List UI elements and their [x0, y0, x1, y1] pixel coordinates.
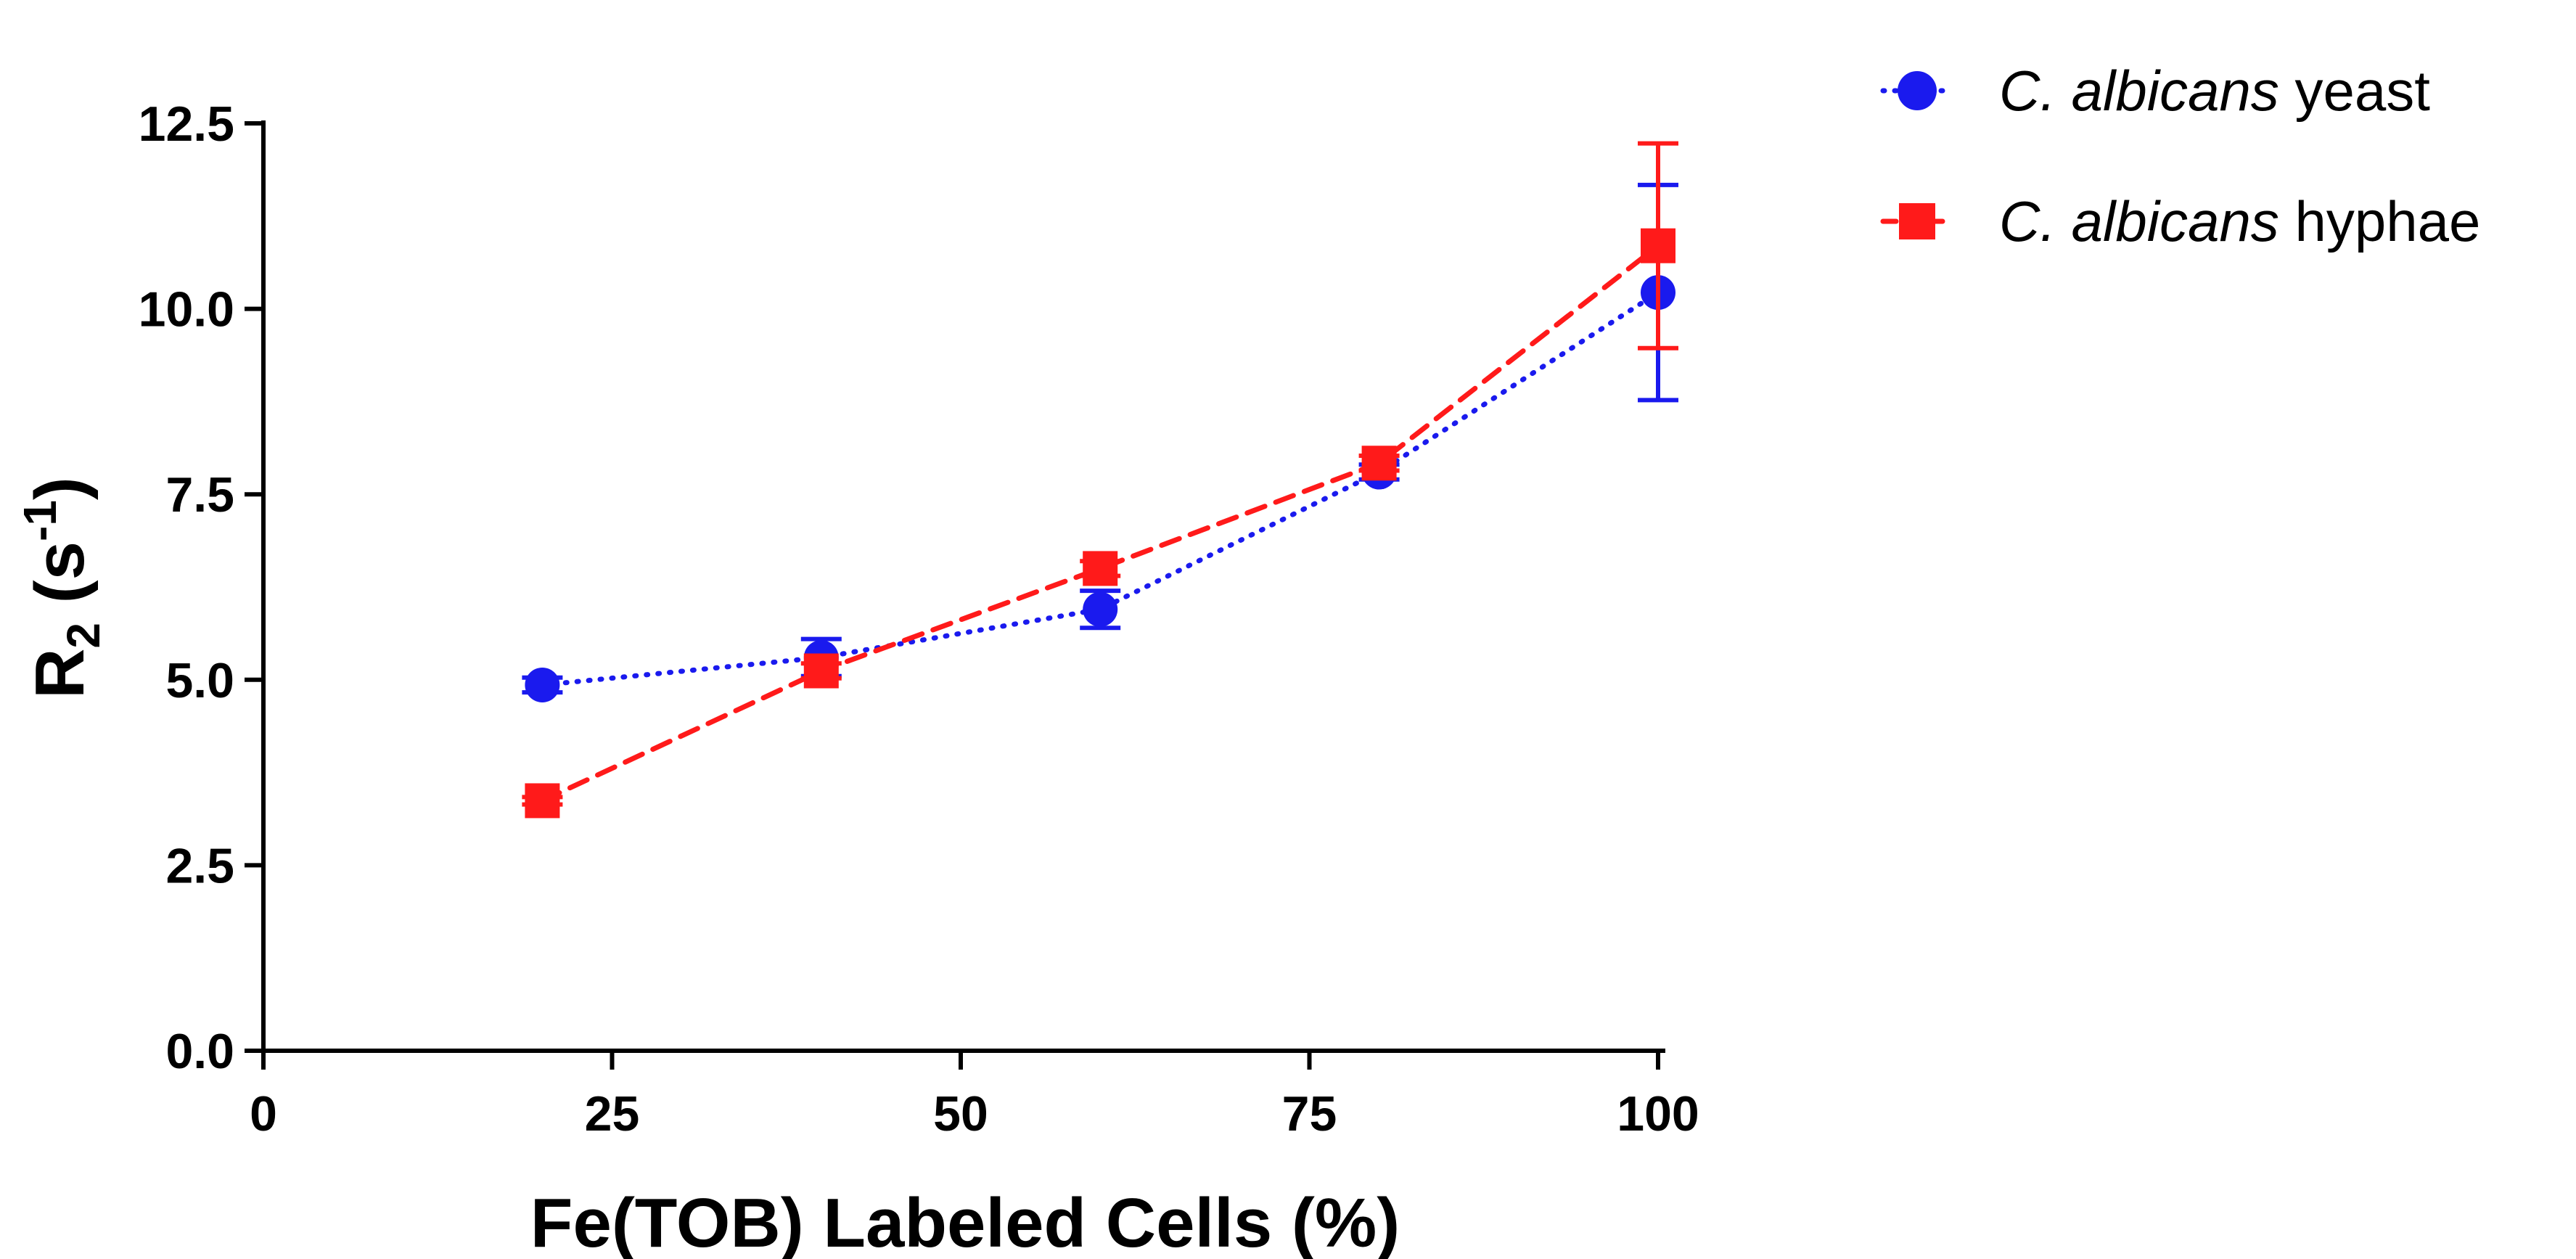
x-ticks: 0 25 50 75 100	[250, 1051, 1699, 1141]
x-tick-label: 100	[1617, 1086, 1699, 1141]
x-tick-label: 25	[585, 1086, 640, 1141]
plot-area	[522, 141, 1678, 819]
y-tick-label: 5.0	[165, 653, 234, 708]
y-axis-title-sup: -1	[14, 500, 66, 541]
series-line	[539, 243, 1661, 803]
legend-label-hyphae-rest: hyphae	[2279, 189, 2481, 253]
legend-item-yeast: C. albicans yeast	[1880, 59, 2430, 123]
y-ticks: 0.0 2.5 5.0 7.5 10.0 12.5	[139, 97, 263, 1079]
y-tick-label: 7.5	[165, 467, 234, 522]
legend-item-hyphae: C. albicans hyphae	[1880, 189, 2480, 253]
x-tick-label: 0	[250, 1086, 277, 1141]
x-tick-label: 75	[1282, 1086, 1337, 1141]
y-tick-label: 0.0	[165, 1024, 234, 1079]
legend-marker-hyphae	[1899, 203, 1935, 239]
legend-label-yeast-rest: yeast	[2279, 59, 2430, 123]
legend-label-hyphae: C. albicans hyphae	[1999, 189, 2480, 253]
y-tick-label: 10.0	[139, 282, 234, 337]
data-point	[1083, 591, 1118, 627]
data-point	[803, 653, 839, 689]
data-point	[1641, 228, 1675, 263]
series-hyphae	[522, 141, 1678, 819]
legend-label-hyphae-italic: C. albicans	[1999, 189, 2279, 253]
y-tick-label: 12.5	[139, 97, 234, 152]
legend-label-yeast: C. albicans yeast	[1999, 59, 2430, 123]
series-line	[539, 290, 1661, 688]
x-axis-title: Fe(TOB) Labeled Cells (%)	[530, 1184, 1400, 1259]
legend-label-yeast-italic: C. albicans	[1999, 59, 2279, 123]
data-point	[525, 667, 560, 702]
legend-marker-yeast	[1898, 71, 1937, 110]
legend: C. albicans yeast C. albicans hyphae	[1880, 59, 2480, 253]
y-tick-label: 2.5	[165, 838, 234, 893]
axes: 0 25 50 75 100 0.0 2.5 5.0 7.5 10.0 12.5	[139, 97, 1699, 1141]
y-axis-title-sub: 2	[57, 623, 110, 649]
data-point	[525, 783, 560, 819]
y-axis-title-close: )	[21, 477, 99, 500]
data-point	[1083, 551, 1118, 586]
x-tick-label: 50	[933, 1086, 988, 1141]
y-axis-title-base: R	[21, 649, 99, 699]
y-axis-title: R2 (s-1)	[14, 477, 110, 699]
y-axis-title-open: (s	[21, 541, 99, 623]
data-point	[1361, 446, 1397, 481]
series-yeast	[522, 182, 1678, 702]
